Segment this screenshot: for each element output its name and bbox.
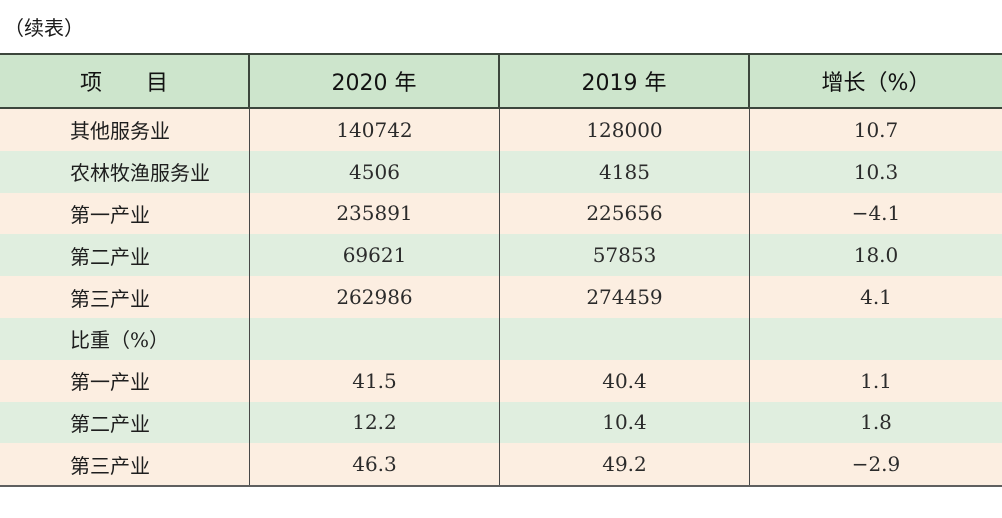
header-cell-2019: 2019 年 — [500, 55, 750, 107]
cell-2020: 140742 — [250, 109, 500, 151]
cell-growth: 10.3 — [853, 159, 899, 184]
row-item-label: 第二产业 — [0, 234, 250, 277]
cell-growth: 18.0 — [853, 243, 899, 268]
cell-2020: 46.3 — [250, 443, 500, 486]
cell-2020: 235891 — [250, 192, 500, 235]
cell-2019: 40.4 — [500, 359, 750, 402]
cell-growth: −2.9 — [851, 452, 901, 477]
cell-2019: 10.4 — [500, 401, 750, 444]
row-item-label: 第三产业 — [0, 276, 250, 318]
table-row: 第三产业 262986 274459 4.1 — [0, 276, 1002, 318]
header-cell-growth: 增长（%） — [821, 71, 931, 96]
table-row: 第二产业 69621 57853 18.0 — [0, 234, 1002, 277]
cell-2019: 225656 — [500, 192, 750, 235]
cell-growth — [750, 318, 1002, 360]
cell-growth: 1.1 — [860, 368, 892, 393]
row-item-label: 第二产业 — [0, 401, 250, 444]
cell-2019: 274459 — [500, 276, 750, 318]
table-row: 第一产业 41.5 40.4 1.1 — [0, 359, 1002, 402]
cell-growth: 1.8 — [860, 410, 892, 435]
cell-2019: 49.2 — [500, 443, 750, 486]
table-row: 第三产业 46.3 49.2 −2.9 — [0, 443, 1002, 486]
cell-2019 — [500, 317, 750, 360]
row-item-label: 比重（%） — [0, 317, 250, 360]
row-item-label: 其他服务业 — [0, 109, 250, 151]
cell-growth: −4.1 — [851, 201, 901, 226]
table-row: 其他服务业 140742 128000 10.7 — [0, 109, 1002, 151]
cell-growth: 10.7 — [853, 117, 899, 142]
row-item-label: 第一产业 — [0, 359, 250, 402]
cell-2020 — [250, 317, 500, 360]
header-cell-item: 项 目 — [0, 55, 250, 107]
cell-2020: 69621 — [250, 234, 500, 277]
header-cell-2020: 2020 年 — [250, 55, 500, 107]
table-row: 比重（%） — [0, 317, 1002, 360]
table-body: 其他服务业 140742 128000 10.7 农林牧渔服务业 4506 41… — [0, 109, 1002, 488]
table-row: 第一产业 235891 225656 −4.1 — [0, 192, 1002, 235]
row-item-label: 第三产业 — [0, 443, 250, 486]
cell-growth: 4.1 — [860, 285, 892, 310]
cell-2019: 4185 — [500, 150, 750, 193]
table-header-row: 项 目 2020 年 2019 年 增长（%） — [0, 53, 1002, 109]
cell-2019: 57853 — [500, 234, 750, 277]
cell-2020: 4506 — [250, 150, 500, 193]
continued-table-label: （续表） — [4, 16, 84, 40]
cell-2019: 128000 — [500, 109, 750, 151]
row-item-label: 农林牧渔服务业 — [0, 150, 250, 193]
cell-2020: 41.5 — [250, 359, 500, 402]
data-table: 项 目 2020 年 2019 年 增长（%） 其他服务业 140742 128… — [0, 53, 1002, 488]
table-row: 农林牧渔服务业 4506 4185 10.3 — [0, 150, 1002, 193]
cell-2020: 12.2 — [250, 401, 500, 444]
table-row: 第二产业 12.2 10.4 1.8 — [0, 401, 1002, 444]
row-item-label: 第一产业 — [0, 192, 250, 235]
cell-2020: 262986 — [250, 276, 500, 318]
